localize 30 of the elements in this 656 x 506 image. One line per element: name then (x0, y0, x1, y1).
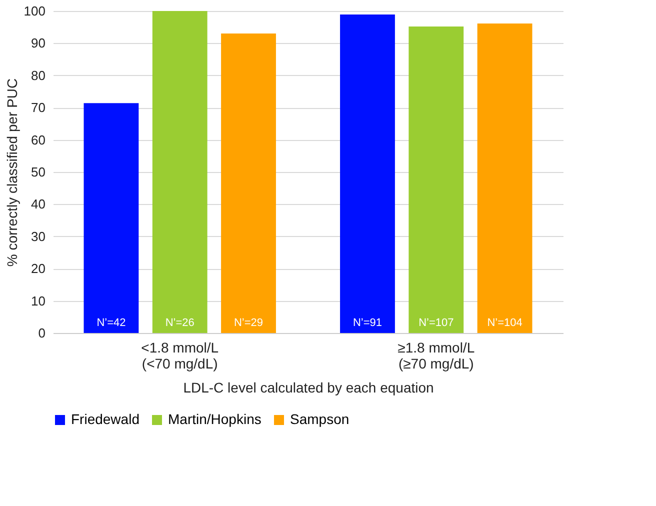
y-tick-label: 0 (38, 326, 46, 340)
x-tick-label: <1.8 mmol/L (<70 mg/dL) (141, 340, 219, 372)
bar (408, 26, 464, 333)
y-tick-label: 100 (24, 4, 46, 18)
x-tick-label: ≥1.8 mmol/L (≥70 mg/dL) (398, 340, 475, 372)
y-tick-label: 50 (31, 164, 46, 180)
y-tick-label: 60 (31, 132, 46, 148)
annotation: N’=42 (96, 317, 126, 329)
y-tick-label: 70 (31, 100, 46, 116)
y-tick-label: 80 (31, 68, 46, 83)
y-tick-label: 30 (31, 228, 46, 244)
annotation: N’=26 (165, 317, 194, 329)
legend-label: Friedewald (71, 411, 140, 427)
y-tick-label: 90 (31, 36, 46, 51)
bar (84, 103, 139, 333)
y-tick-label: 40 (31, 196, 46, 212)
annotation: N’=91 (352, 317, 382, 329)
legend-label: Martin/Hopkins (168, 411, 262, 427)
annotation: N’=107 (418, 317, 454, 329)
bar (221, 34, 276, 333)
bar (340, 14, 395, 333)
legend-label: Sampson (290, 411, 350, 427)
annotation: N’=29 (234, 317, 264, 329)
annotation: N’=104 (487, 317, 522, 329)
y-axis-title: % correctly classified per PUC (4, 78, 20, 267)
x-axis-title: LDL-C level calculated by each equation (183, 380, 434, 396)
y-tick-label: 10 (31, 293, 46, 308)
bar (152, 11, 208, 333)
bar (477, 24, 532, 333)
y-tick-label: 20 (31, 261, 46, 276)
